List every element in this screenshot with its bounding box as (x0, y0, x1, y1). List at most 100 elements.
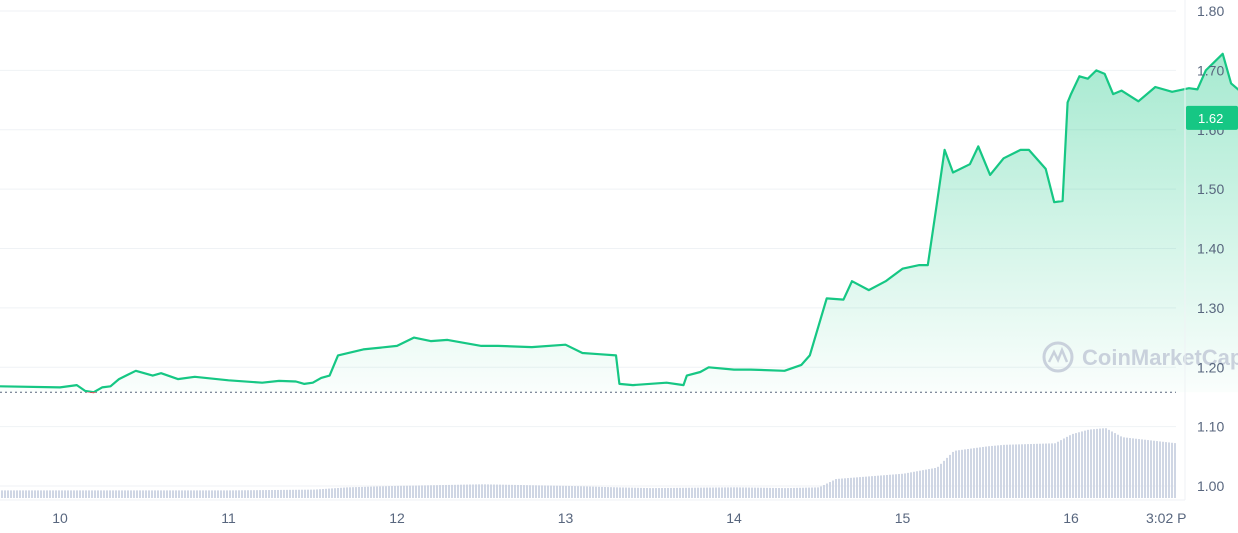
watermark-text: CoinMarketCap (1082, 345, 1238, 370)
volume-bar (952, 451, 954, 498)
volume-bar (604, 486, 606, 498)
volume-bar (79, 490, 81, 498)
x-tick-label: 3:02 P (1146, 510, 1186, 526)
volume-bar (553, 485, 555, 498)
volume-bar (382, 486, 384, 498)
volume-bar (748, 487, 750, 498)
volume-bar (1048, 443, 1050, 498)
volume-bar (220, 490, 222, 498)
volume-bar (781, 488, 783, 498)
volume-bar (1135, 438, 1137, 498)
volume-bar (694, 487, 696, 498)
volume-bar (214, 490, 216, 498)
volume-bar (1033, 443, 1035, 498)
volume-bar (478, 484, 480, 498)
volume-bar (631, 487, 633, 498)
volume-bar (943, 460, 945, 498)
x-tick-label: 11 (221, 510, 236, 526)
volume-bar (937, 466, 939, 498)
volume-bar (862, 476, 864, 498)
volume-bar (913, 471, 915, 498)
volume-bar (727, 487, 729, 498)
volume-bar (703, 487, 705, 498)
volume-bar (310, 489, 312, 498)
volume-bar (823, 485, 825, 498)
volume-bar (811, 487, 813, 498)
volume-bar (82, 490, 84, 498)
volume-bar (181, 490, 183, 498)
volume-bar (1012, 444, 1014, 498)
volume-bar (343, 487, 345, 498)
volume-bar (274, 489, 276, 498)
volume-bar (907, 472, 909, 498)
volume-bar (745, 487, 747, 498)
volume-bar (208, 490, 210, 498)
volume-bar (580, 486, 582, 498)
volume-bar (361, 486, 363, 498)
volume-bar (889, 474, 891, 498)
volume-bar (769, 487, 771, 498)
volume-bar (673, 487, 675, 498)
price-area-fill (0, 53, 1238, 393)
volume-bars (1, 428, 1176, 498)
volume-bar (985, 446, 987, 498)
volume-bar (430, 485, 432, 498)
volume-bar (1144, 439, 1146, 498)
volume-bar (124, 490, 126, 498)
volume-bar (880, 475, 882, 498)
volume-bar (541, 485, 543, 498)
volume-bar (13, 490, 15, 498)
grid-lines (0, 10, 1176, 487)
volume-bar (700, 487, 702, 498)
volume-bar (814, 487, 816, 498)
volume-bar (730, 487, 732, 498)
volume-bar (979, 447, 981, 498)
y-tick-label: 1.70 (1197, 62, 1224, 78)
volume-bar (1009, 444, 1011, 498)
volume-bar (808, 487, 810, 498)
volume-bar (598, 486, 600, 498)
volume-bar (697, 487, 699, 498)
volume-bar (19, 490, 21, 498)
volume-bar (28, 490, 30, 498)
volume-bar (229, 490, 231, 498)
volume-bar (91, 490, 93, 498)
volume-bar (193, 490, 195, 498)
volume-bar (706, 487, 708, 498)
volume-bar (271, 490, 273, 498)
x-tick-label: 13 (558, 510, 574, 526)
volume-bar (685, 487, 687, 498)
volume-bar (1000, 445, 1002, 498)
volume-bar (154, 490, 156, 498)
volume-bar (319, 489, 321, 498)
volume-bar (58, 490, 60, 498)
x-tick-label: 10 (52, 510, 68, 526)
volume-bar (634, 487, 636, 498)
volume-bar (820, 486, 822, 498)
volume-bar (178, 490, 180, 498)
volume-bar (847, 478, 849, 498)
y-tick-label: 1.80 (1197, 3, 1224, 19)
volume-bar (97, 490, 99, 498)
volume-bar (325, 488, 327, 498)
volume-bar (1165, 442, 1167, 498)
volume-bar (661, 488, 663, 498)
volume-bar (130, 490, 132, 498)
volume-bar (1006, 444, 1008, 498)
volume-bar (826, 483, 828, 498)
volume-bar (874, 475, 876, 498)
volume-bar (718, 487, 720, 498)
volume-bar (982, 446, 984, 498)
volume-bar (106, 490, 108, 498)
volume-bar (574, 486, 576, 498)
volume-bar (1090, 429, 1092, 498)
volume-bar (199, 490, 201, 498)
volume-bar (238, 490, 240, 498)
volume-bar (556, 485, 558, 498)
volume-bar (1174, 443, 1176, 498)
volume-bar (784, 488, 786, 498)
x-tick-label: 16 (1063, 510, 1079, 526)
volume-bar (34, 490, 36, 498)
volume-bar (577, 486, 579, 498)
volume-bar (1036, 443, 1038, 498)
